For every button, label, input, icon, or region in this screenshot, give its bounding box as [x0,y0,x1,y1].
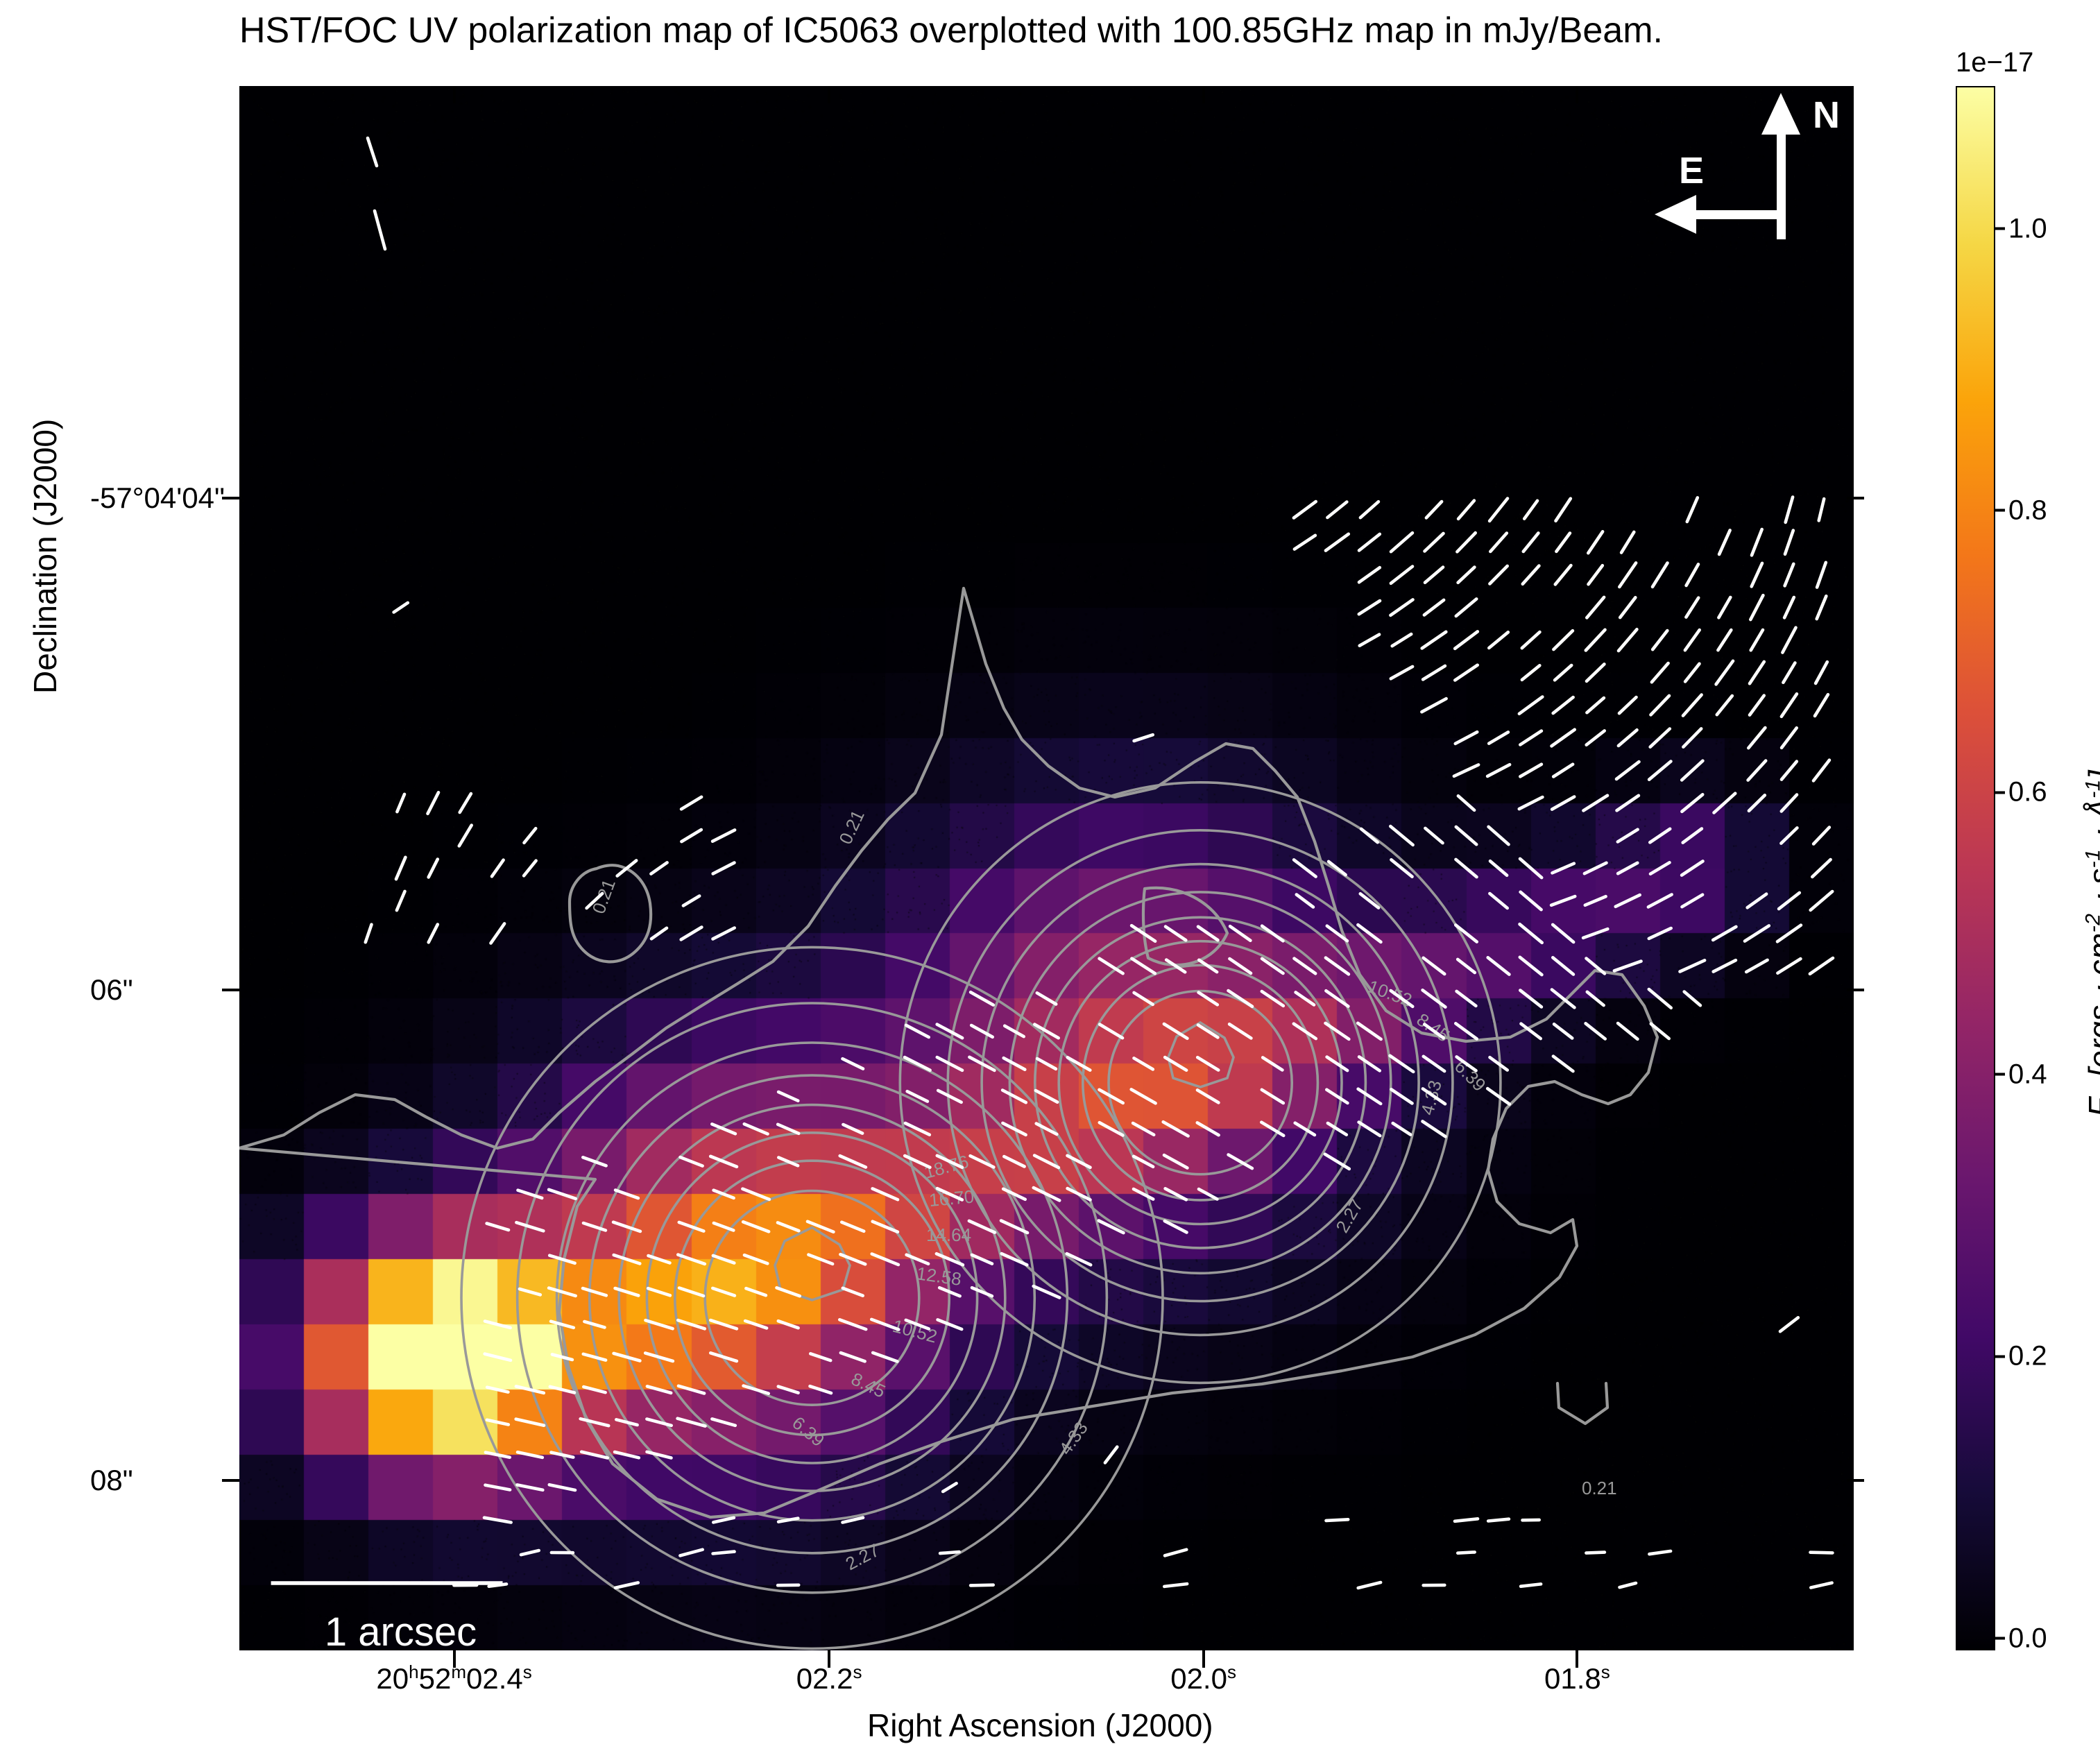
svg-text:1 arcsec: 1 arcsec [325,1609,477,1650]
svg-text:14.64: 14.64 [926,1224,971,1245]
svg-text:16.70: 16.70 [928,1186,975,1211]
svg-text:6.39: 6.39 [1451,1056,1490,1095]
svg-text:6.39: 6.39 [788,1412,828,1451]
svg-text:E: E [1679,150,1704,191]
svg-text:4.33: 4.33 [1055,1418,1092,1459]
svg-text:10.52: 10.52 [890,1315,939,1347]
svg-text:10.52: 10.52 [1365,975,1415,1010]
svg-text:12.58: 12.58 [915,1263,963,1290]
svg-text:4.33: 4.33 [1417,1078,1446,1118]
svg-text:0.21: 0.21 [835,807,869,848]
svg-text:N: N [1813,94,1840,136]
svg-text:0.21: 0.21 [588,876,620,916]
svg-text:8.45: 8.45 [1413,1009,1454,1046]
svg-text:0.21: 0.21 [1582,1478,1617,1498]
